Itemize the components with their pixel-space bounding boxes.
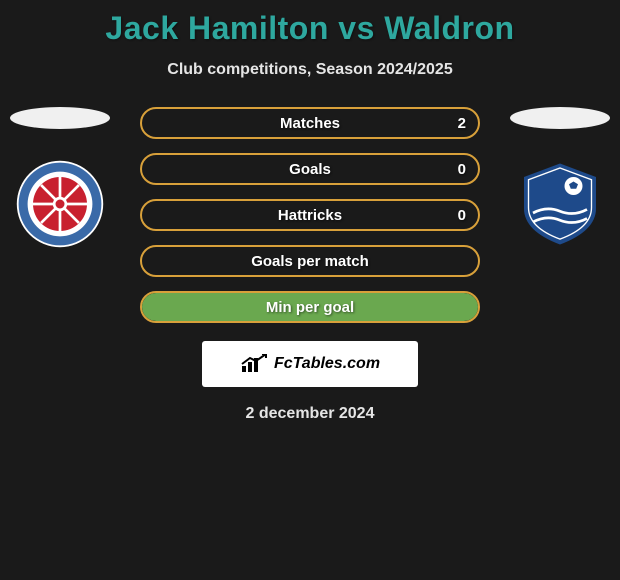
page-title: Jack Hamilton vs Waldron — [0, 0, 620, 47]
chart-icon — [240, 354, 268, 374]
subtitle: Club competitions, Season 2024/2025 — [0, 61, 620, 79]
player-left-avatar-placeholder — [10, 107, 110, 129]
stat-bar-matches: Matches 2 — [140, 107, 480, 139]
stat-bars: Matches 2 Goals 0 Hattricks 0 Goals per … — [140, 107, 480, 323]
stat-label: Goals — [142, 155, 478, 183]
date: 2 december 2024 — [0, 405, 620, 423]
stat-label: Hattricks — [142, 201, 478, 229]
stat-right-value: 0 — [458, 201, 466, 229]
stat-label: Goals per match — [142, 247, 478, 275]
comparison-area: Matches 2 Goals 0 Hattricks 0 Goals per … — [0, 107, 620, 423]
stat-label: Min per goal — [142, 293, 478, 321]
stat-bar-goals-per-match: Goals per match — [140, 245, 480, 277]
stat-right-value: 0 — [458, 155, 466, 183]
logo-text: FcTables.com — [274, 355, 380, 373]
player-left-club-badge — [15, 159, 105, 249]
stat-label: Matches — [142, 109, 478, 137]
player-right-avatar-placeholder — [510, 107, 610, 129]
player-left-slot — [10, 107, 110, 249]
player-right-club-badge — [515, 159, 605, 249]
stat-bar-goals: Goals 0 — [140, 153, 480, 185]
site-logo[interactable]: FcTables.com — [202, 341, 418, 387]
stat-bar-hattricks: Hattricks 0 — [140, 199, 480, 231]
stat-right-value: 2 — [458, 109, 466, 137]
player-right-slot — [510, 107, 610, 249]
stat-bar-min-per-goal: Min per goal — [140, 291, 480, 323]
